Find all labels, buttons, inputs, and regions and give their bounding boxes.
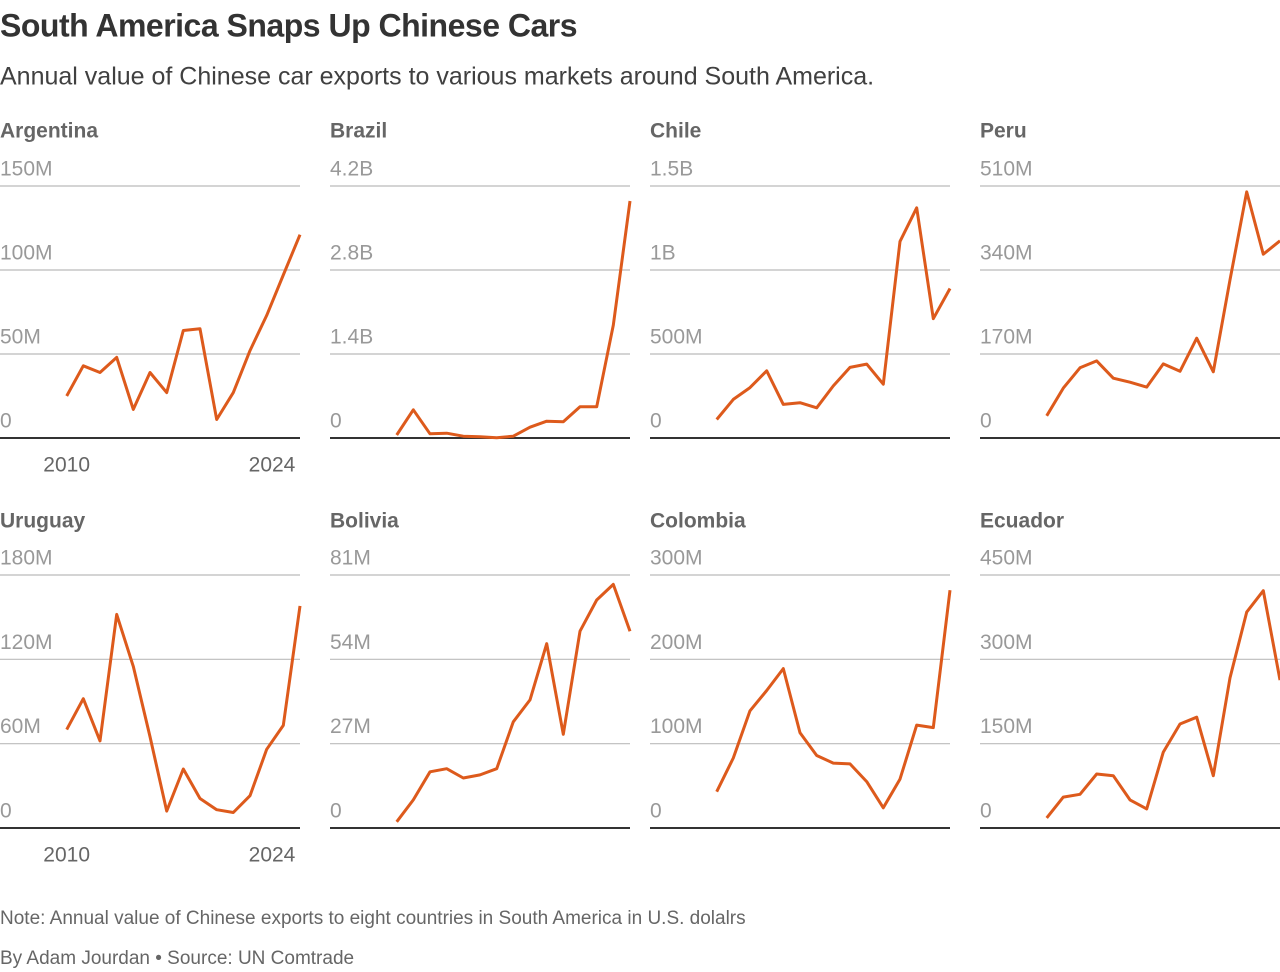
y-tick-label: 300M — [980, 631, 1033, 654]
y-tick-label: 0 — [650, 800, 662, 823]
y-tick-label: 510M — [980, 158, 1033, 181]
panel-title: Uruguay — [0, 510, 86, 533]
panel-title: Colombia — [650, 510, 746, 533]
y-tick-label: 180M — [0, 547, 53, 570]
data-line — [395, 200, 632, 440]
x-tick-label: 2024 — [249, 844, 296, 867]
y-tick-label: 200M — [650, 631, 703, 654]
y-tick-label: 0 — [0, 410, 12, 433]
panel-title: Argentina — [0, 120, 98, 143]
chart-title: South America Snaps Up Chinese Cars — [0, 7, 577, 43]
data-line — [1045, 589, 1280, 819]
y-tick-label: 0 — [980, 800, 992, 823]
note: Note: Annual value of Chinese exports to… — [0, 908, 746, 929]
y-tick-label: 0 — [0, 800, 12, 823]
y-tick-label: 1.5B — [650, 158, 693, 181]
y-tick-label: 100M — [0, 242, 53, 265]
data-line — [65, 605, 302, 814]
y-tick-label: 450M — [980, 547, 1033, 570]
panel-title: Brazil — [330, 120, 387, 143]
panel-title: Chile — [650, 120, 701, 143]
data-line — [65, 234, 302, 421]
y-tick-label: 150M — [980, 715, 1033, 738]
y-tick-label: 4.2B — [330, 158, 373, 181]
y-tick-label: 27M — [330, 715, 371, 738]
y-tick-label: 0 — [650, 410, 662, 433]
y-tick-label: 0 — [980, 410, 992, 433]
data-line — [715, 206, 952, 421]
y-tick-label: 300M — [650, 547, 703, 570]
data-line — [715, 590, 952, 810]
x-tick-label: 2010 — [43, 844, 90, 867]
y-tick-label: 0 — [330, 800, 342, 823]
data-line — [395, 582, 632, 823]
y-tick-label: 1B — [650, 242, 676, 265]
byline: By Adam Jourdan • Source: UN Comtrade — [0, 948, 354, 969]
y-tick-label: 500M — [650, 326, 703, 349]
panel-title: Ecuador — [980, 510, 1064, 533]
y-tick-label: 2.8B — [330, 242, 373, 265]
y-tick-label: 0 — [330, 410, 342, 433]
y-tick-label: 1.4B — [330, 326, 373, 349]
y-tick-label: 150M — [0, 158, 53, 181]
y-tick-label: 50M — [0, 326, 41, 349]
x-tick-label: 2024 — [249, 454, 296, 477]
chart-subtitle: Annual value of Chinese car exports to v… — [0, 63, 874, 91]
y-tick-label: 340M — [980, 242, 1033, 265]
y-tick-label: 81M — [330, 547, 371, 570]
y-tick-label: 54M — [330, 631, 371, 654]
data-line — [1045, 190, 1280, 417]
y-tick-label: 100M — [650, 715, 703, 738]
y-tick-label: 120M — [0, 631, 53, 654]
y-tick-label: 60M — [0, 715, 41, 738]
x-tick-label: 2010 — [43, 454, 90, 477]
panel-title: Bolivia — [330, 510, 399, 533]
y-tick-label: 170M — [980, 326, 1033, 349]
panel-title: Peru — [980, 120, 1027, 143]
